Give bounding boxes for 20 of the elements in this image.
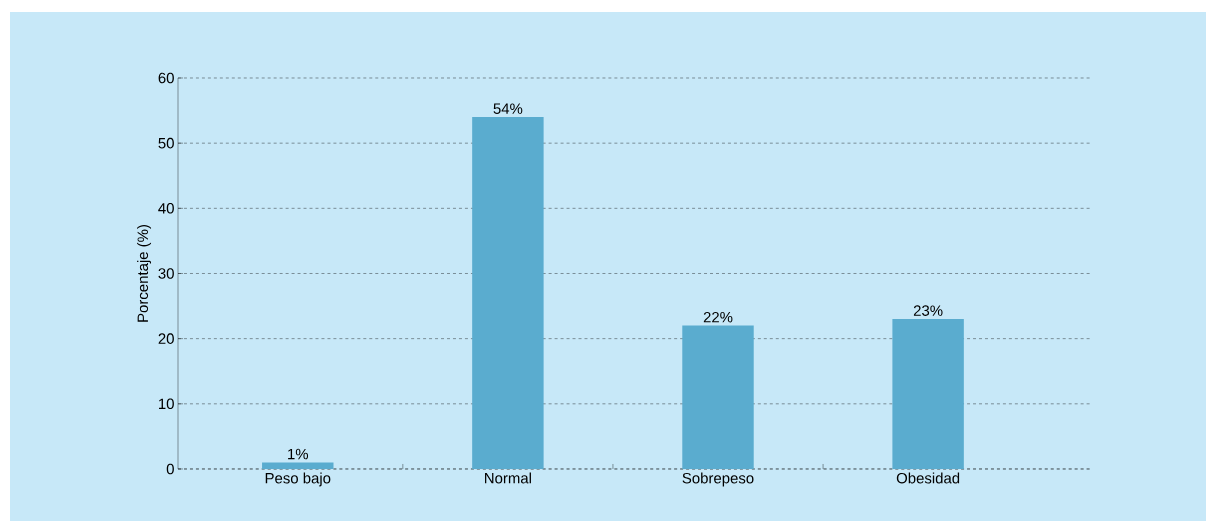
y-tick-label: 30: [158, 268, 174, 279]
data-label: 54%: [493, 103, 523, 114]
y-tick-label: 20: [158, 333, 174, 344]
x-tick-label: Sobrepeso: [682, 472, 754, 487]
x-tick-label: Obesidad: [896, 472, 960, 484]
bar: [892, 319, 964, 469]
data-label: 22%: [703, 311, 733, 323]
y-tick-label: 50: [158, 137, 174, 149]
x-tick-label: Peso bajo: [265, 472, 331, 487]
y-axis-title: Porcentaje (%): [137, 225, 152, 322]
y-tick-label: 60: [158, 72, 174, 84]
bar: [472, 117, 544, 469]
data-label: 1%: [288, 448, 309, 460]
y-tick-label: 10: [159, 398, 174, 410]
bar: [682, 325, 754, 469]
x-tick-label: Normal: [485, 472, 531, 484]
bar: [262, 462, 334, 469]
data-label: 23%: [913, 305, 943, 316]
y-tick-label: 40: [158, 203, 174, 214]
y-tick-label: 0: [166, 463, 174, 475]
